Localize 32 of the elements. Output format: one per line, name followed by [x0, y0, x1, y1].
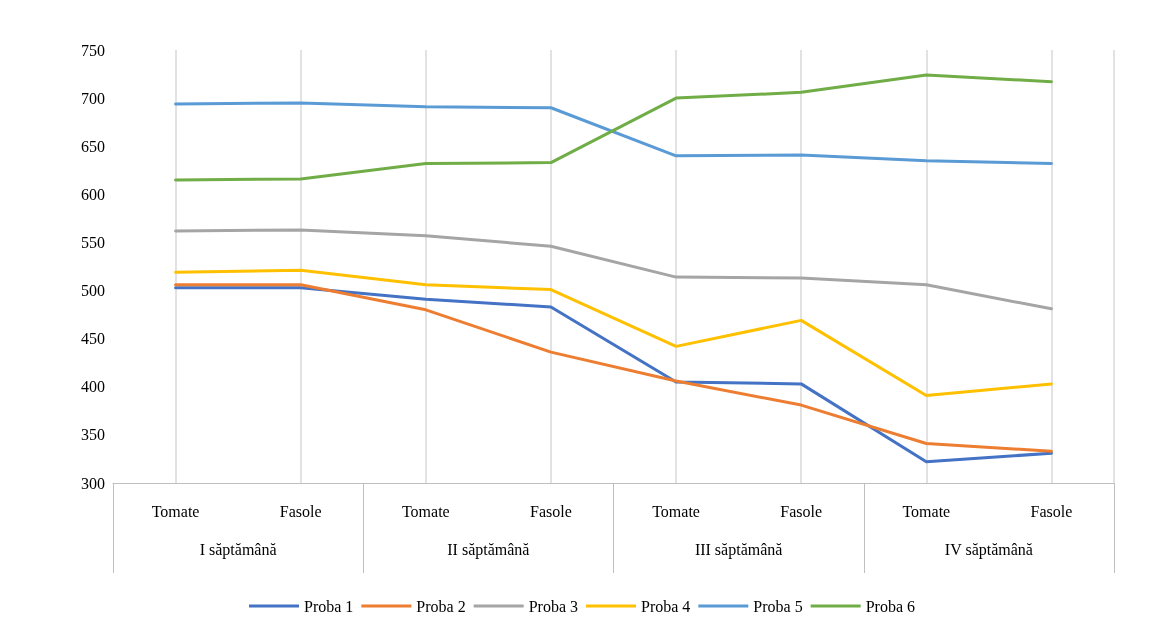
x-tick-label: Fasole	[1030, 502, 1073, 520]
y-tick-label: 500	[81, 282, 105, 300]
text: IV săptămână	[944, 540, 1033, 559]
line-series	[174, 73, 1053, 182]
line-series	[174, 268, 1053, 397]
legend-label: Proba 4	[641, 597, 691, 615]
x-tick-label: Tomate	[151, 502, 200, 520]
legend-label: Proba 1	[304, 597, 354, 615]
legend-label: Proba 2	[416, 597, 466, 615]
legend-label: Proba 6	[865, 597, 915, 615]
x-tick-label: Fasole	[279, 502, 322, 520]
y-tick-label: 700	[81, 89, 105, 107]
text: I săptămână	[199, 540, 277, 559]
y-tick-label: 350	[81, 426, 105, 444]
y-tick-label: 650	[81, 137, 105, 155]
y-tick-label: 550	[81, 233, 105, 251]
y-tick-label: 450	[81, 330, 105, 348]
legend-label: Proba 5	[753, 597, 803, 615]
text: III săptămână	[694, 540, 783, 559]
y-tick-label: 750	[81, 41, 105, 59]
x-tick-label: Tomate	[652, 502, 700, 520]
x-tick-label: Tomate	[401, 502, 450, 520]
legend-label: Proba 3	[528, 597, 578, 615]
y-tick-label: 400	[81, 378, 105, 396]
x-tick-label: Tomate	[902, 502, 951, 520]
line-series	[174, 228, 1053, 311]
x-tick-label: Fasole	[780, 502, 823, 520]
y-tick-label: 300	[81, 474, 105, 492]
y-tick-label: 600	[81, 185, 105, 203]
line-series	[174, 101, 1053, 166]
text: II săptămână	[447, 540, 530, 559]
x-tick-label: Fasole	[530, 502, 572, 520]
